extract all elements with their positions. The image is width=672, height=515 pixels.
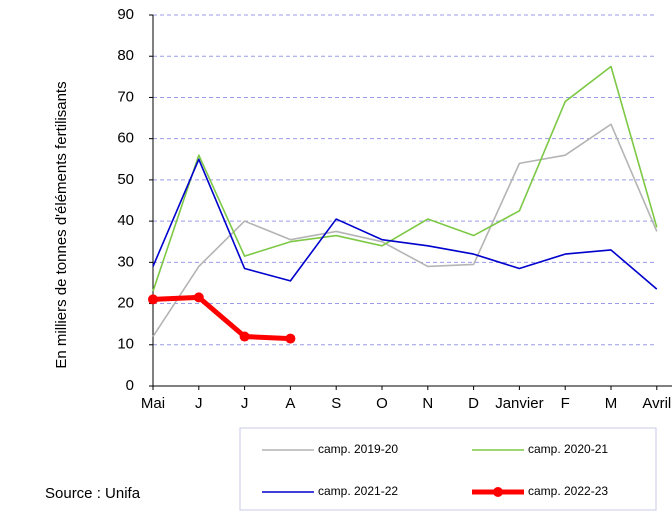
x-tick-label: A (285, 395, 295, 412)
legend-box (239, 427, 657, 511)
x-tick-label: Avril (642, 395, 671, 412)
y-tick-label: 20 (117, 295, 134, 312)
x-tick-label: Mai (141, 395, 165, 412)
y-axis-label: En milliers de tonnes d'éléments fertili… (53, 81, 70, 368)
x-tick-label: F (561, 395, 570, 412)
x-tick-label: S (331, 395, 341, 412)
series-line (152, 294, 291, 342)
legend-label: camp. 2020-21 (528, 442, 608, 456)
legend-label: camp. 2022-23 (528, 484, 608, 498)
y-tick-label: 90 (117, 6, 134, 23)
y-tick-label: 0 (126, 377, 134, 394)
y-tick-label: 60 (117, 130, 134, 147)
point (148, 294, 158, 305)
series-line (152, 123, 658, 337)
y-tick-label: 40 (117, 212, 134, 229)
point (239, 331, 250, 342)
point (193, 292, 204, 303)
legend-label: camp. 2021-22 (318, 484, 398, 498)
x-tick-label: N (422, 395, 433, 412)
y-tick-label: 70 (117, 88, 134, 105)
point (285, 333, 296, 344)
y-tick-label: 30 (117, 253, 134, 270)
x-tick-label: J (195, 395, 203, 412)
series-line (152, 158, 658, 290)
x-tick-label: J (241, 395, 249, 412)
legend: camp. 2019-20 camp. 2020-21 camp. 2021-22 c… (262, 442, 608, 498)
source: Source : Unifa (45, 485, 141, 502)
x-tick-label: D (468, 395, 479, 412)
series-line (152, 65, 658, 292)
legend-label: camp. 2019-20 (318, 442, 398, 456)
x-tick-label: Janvier (495, 395, 543, 412)
y-tick-label: 80 (117, 47, 134, 64)
y-tick-label: 50 (117, 171, 134, 188)
x-tick-label: O (376, 395, 388, 412)
y-tick-label: 10 (117, 336, 134, 353)
legend-marker (493, 487, 503, 497)
x-tick-label: M (605, 395, 618, 412)
